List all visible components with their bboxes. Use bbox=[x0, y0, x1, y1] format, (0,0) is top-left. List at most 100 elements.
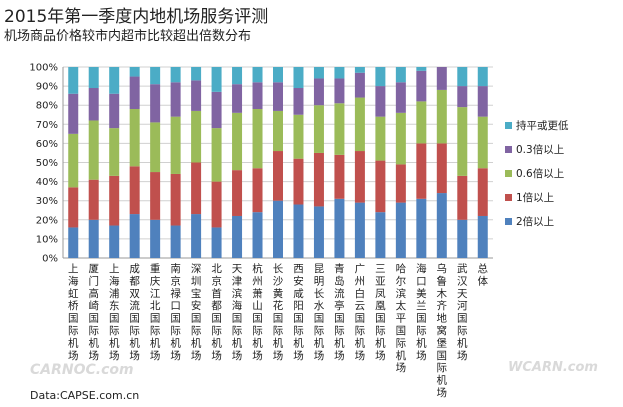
x-tick-label-char: 机 bbox=[191, 336, 202, 349]
legend-swatch bbox=[505, 146, 512, 153]
bar-segment bbox=[232, 67, 243, 85]
x-tick-label-char: 机 bbox=[88, 336, 99, 349]
x-tick-label-char: 天 bbox=[457, 288, 468, 300]
x-tick-label-char: 场 bbox=[334, 349, 345, 362]
bar-segment bbox=[354, 151, 365, 203]
bar-segment bbox=[211, 91, 222, 129]
bar-segment bbox=[293, 67, 304, 89]
x-tick-label-char: 国 bbox=[334, 313, 345, 325]
x-tick-label-char: 都 bbox=[129, 275, 140, 287]
x-tick-label-char: 长 bbox=[314, 288, 325, 300]
x-tick-label-char: 机 bbox=[375, 336, 386, 349]
x-tick-label-char: 际 bbox=[396, 337, 407, 349]
bar-segment bbox=[395, 112, 406, 165]
x-tick-label-char: 场 bbox=[150, 349, 161, 362]
x-tick-label-char: 鲁 bbox=[437, 274, 448, 287]
x-tick-label-char: 场 bbox=[191, 349, 202, 362]
x-tick-label-char: 乌 bbox=[437, 262, 448, 275]
x-tick-label-char: 场 bbox=[211, 349, 222, 362]
bar-segment bbox=[457, 107, 468, 176]
x-tick-label-char: 明 bbox=[314, 275, 325, 287]
x-tick-label-char: 津 bbox=[232, 275, 243, 287]
x-tick-label-char: 深 bbox=[191, 263, 202, 275]
x-tick-label-char: 场 bbox=[129, 349, 140, 362]
x-tick-label-char: 崎 bbox=[88, 299, 99, 312]
x-tick-label-char: 场 bbox=[293, 349, 304, 362]
bar-segment bbox=[109, 225, 120, 258]
bar-segment bbox=[436, 67, 447, 90]
x-tick-label-char: 京 bbox=[211, 274, 222, 287]
x-tick-label-char: 场 bbox=[355, 349, 366, 362]
bar-segment bbox=[334, 154, 345, 199]
x-tick-label-char: 窝 bbox=[437, 324, 448, 337]
bar-segment bbox=[109, 175, 120, 226]
bar-segment bbox=[68, 227, 79, 258]
x-tick-label-char: 长 bbox=[273, 263, 284, 275]
x-tick-label-char: 江 bbox=[150, 288, 161, 300]
x-tick-label-char: 双 bbox=[129, 288, 140, 300]
bar-segment bbox=[109, 67, 120, 94]
y-tick-label: 90% bbox=[36, 82, 58, 93]
x-tick-label-char: 体 bbox=[478, 275, 489, 287]
x-tick-label-char: 国 bbox=[211, 313, 222, 325]
bar-segment bbox=[477, 168, 488, 216]
legend-swatch bbox=[505, 194, 512, 201]
y-tick-label: 10% bbox=[36, 234, 58, 245]
bar-segment bbox=[477, 215, 488, 258]
x-tick-label-char: 亭 bbox=[334, 299, 345, 312]
bar-segment bbox=[273, 200, 283, 258]
x-tick-label-char: 际 bbox=[129, 325, 140, 337]
x-tick-label-char: 际 bbox=[437, 362, 448, 374]
bar-segment bbox=[150, 67, 161, 85]
bar-segment bbox=[334, 67, 345, 79]
bar-segment bbox=[457, 86, 468, 108]
x-tick-label-char: 青 bbox=[334, 262, 345, 275]
x-tick-label-char: 齐 bbox=[437, 299, 448, 312]
watermark-carnoc: CARNOC.com bbox=[30, 362, 134, 378]
bar-segment bbox=[416, 70, 427, 102]
x-tick-label-char: 昆 bbox=[314, 263, 325, 275]
x-tick-label-char: 场 bbox=[252, 349, 263, 362]
x-tick-label-char: 机 bbox=[437, 374, 448, 387]
x-tick-label-char: 口 bbox=[416, 275, 427, 287]
x-tick-label-char: 际 bbox=[191, 325, 202, 337]
x-tick-label-char: 际 bbox=[457, 325, 468, 337]
x-tick-label-char: 流 bbox=[129, 299, 140, 312]
x-tick-label-char: 际 bbox=[211, 325, 222, 337]
x-tick-label-char: 国 bbox=[355, 313, 366, 325]
bar-segment bbox=[170, 67, 181, 83]
y-tick-label: 80% bbox=[36, 101, 58, 112]
x-tick-label-char: 上 bbox=[109, 263, 120, 275]
bar-segment bbox=[293, 114, 304, 159]
bar-segment bbox=[293, 88, 304, 115]
x-tick-label-char: 机 bbox=[232, 336, 243, 349]
x-tick-label-char: 成 bbox=[129, 263, 140, 275]
x-tick-label-char: 际 bbox=[314, 325, 325, 337]
bar-segment bbox=[88, 179, 99, 220]
bar-segment bbox=[354, 72, 365, 98]
x-tick-label-char: 平 bbox=[396, 313, 407, 325]
bar-segment bbox=[477, 67, 488, 87]
bar-segment bbox=[436, 89, 447, 144]
x-tick-label-char: 太 bbox=[396, 299, 407, 312]
bar-segment bbox=[416, 143, 427, 199]
bar-segment bbox=[211, 128, 222, 182]
bar-segment bbox=[313, 78, 324, 106]
x-tick-label-char: 阳 bbox=[293, 300, 304, 312]
bar-segment bbox=[395, 82, 406, 113]
bar-segment bbox=[88, 120, 99, 180]
x-tick-label-char: 场 bbox=[170, 349, 181, 362]
x-tick-label-char: 宝 bbox=[191, 287, 202, 300]
legend-label: 0.6倍以上 bbox=[516, 167, 564, 180]
x-tick-label-char: 国 bbox=[375, 313, 386, 325]
bar-segment bbox=[457, 175, 468, 220]
x-tick-label-char: 际 bbox=[109, 325, 120, 337]
x-tick-label-char: 场 bbox=[88, 349, 99, 362]
x-tick-label-char: 京 bbox=[170, 274, 181, 287]
x-tick-label-char: 场 bbox=[437, 386, 448, 399]
x-tick-label-char: 场 bbox=[416, 349, 427, 362]
x-tick-label-char: 三 bbox=[375, 263, 386, 275]
data-source: Data:CAPSE.com.cn bbox=[30, 389, 140, 402]
x-tick-label-char: 国 bbox=[88, 313, 99, 325]
legend: 持平或更低 0.3倍以上 0.6倍以上 1倍以上 2倍以上 bbox=[505, 119, 569, 228]
